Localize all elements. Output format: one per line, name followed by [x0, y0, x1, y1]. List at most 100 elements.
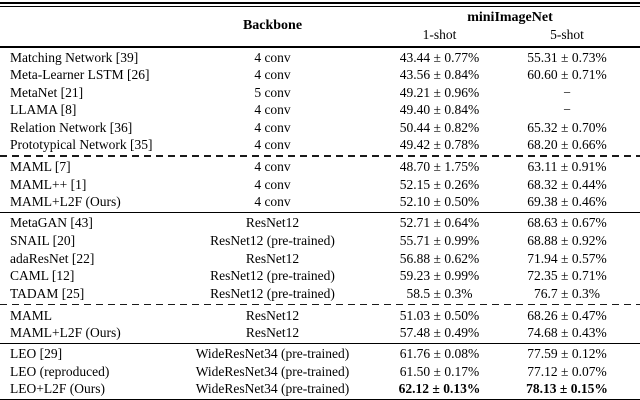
backbone-cell: ResNet12 [245, 325, 300, 341]
column-header-5shot: 5-shot [550, 27, 584, 43]
one-shot-cell: 50.44 ± 0.82% [399, 119, 480, 135]
one-shot-cell: 43.56 ± 0.84% [399, 67, 480, 83]
table-row: adaResNet [22] ResNet12 56.88 ± 0.62% 71… [0, 250, 640, 268]
backbone-cell: 4 conv [254, 67, 291, 83]
dataset-header: miniImageNet [467, 10, 553, 26]
one-shot-cell: 52.15 ± 0.26% [399, 176, 480, 192]
method-cell: Relation Network [36] [10, 119, 133, 135]
backbone-cell: ResNet12 (pre-trained) [210, 285, 335, 301]
one-shot-cell: 51.03 ± 0.50% [399, 307, 480, 323]
table-header: Backbone miniImageNet 1-shot 5-shot [0, 7, 640, 45]
method-cell: MAML [7] [10, 159, 71, 175]
method-cell: MAML+L2F (Ours) [10, 194, 121, 210]
backbone-cell: 4 conv [254, 194, 291, 210]
one-shot-cell: 57.48 ± 0.49% [399, 325, 480, 341]
method-cell: MAML++ [1] [10, 176, 87, 192]
method-cell: LEO+L2F (Ours) [10, 381, 105, 397]
table-row: MAML+L2F (Ours) ResNet12 57.48 ± 0.49% 7… [0, 324, 640, 342]
one-shot-cell: 61.50 ± 0.17% [399, 363, 480, 379]
method-cell: MAML [10, 307, 53, 323]
five-shot-cell: 77.12 ± 0.07% [527, 363, 607, 379]
one-shot-cell: 58.5 ± 0.3% [406, 285, 473, 301]
five-shot-cell: 68.26 ± 0.47% [527, 307, 607, 323]
five-shot-cell: 72.35 ± 0.71% [527, 268, 607, 284]
five-shot-cell: 68.32 ± 0.44% [527, 176, 607, 192]
five-shot-cell: − [563, 84, 571, 100]
table-row: CAML [12] ResNet12 (pre-trained) 59.23 ±… [0, 267, 640, 285]
group-separator-solid [0, 211, 640, 214]
five-shot-cell: 69.38 ± 0.46% [527, 194, 607, 210]
backbone-cell: 5 conv [254, 84, 291, 100]
five-shot-cell: 78.13 ± 0.15% [526, 381, 608, 397]
group-separator-dashed [0, 303, 640, 306]
dataset-header-group: miniImageNet 1-shot 5-shot [355, 7, 640, 45]
table-row: Meta-Learner LSTM [26] 4 conv 43.56 ± 0.… [0, 66, 640, 84]
table-row: MAML [7] 4 conv 48.70 ± 1.75% 63.11 ± 0.… [0, 158, 640, 176]
table-row: LEO (reproduced) WideResNet34 (pre-train… [0, 363, 640, 381]
one-shot-cell: 52.10 ± 0.50% [399, 194, 480, 210]
method-cell: Matching Network [39] [10, 49, 139, 65]
one-shot-cell: 61.76 ± 0.08% [399, 346, 480, 362]
group-separator-solid [0, 342, 640, 345]
backbone-cell: ResNet12 (pre-trained) [210, 233, 335, 249]
table-row: MAML+L2F (Ours) 4 conv 52.10 ± 0.50% 69.… [0, 193, 640, 211]
five-shot-cell: 55.31 ± 0.73% [527, 49, 607, 65]
table-row: MAML++ [1] 4 conv 52.15 ± 0.26% 68.32 ± … [0, 176, 640, 194]
one-shot-cell: 52.71 ± 0.64% [399, 215, 480, 231]
backbone-cell: ResNet12 [245, 250, 300, 266]
header-rule [0, 46, 640, 48]
table-body: Matching Network [39] 4 conv 43.44 ± 0.7… [0, 49, 640, 398]
bottom-rule [0, 398, 640, 400]
method-cell: LEO (reproduced) [10, 363, 110, 379]
method-cell: adaResNet [22] [10, 250, 95, 266]
method-cell: LLAMA [8] [10, 102, 77, 118]
one-shot-cell: 49.40 ± 0.84% [399, 102, 480, 118]
table-row: MetaNet [21] 5 conv 49.21 ± 0.96% − [0, 84, 640, 102]
five-shot-cell: 68.63 ± 0.67% [527, 215, 607, 231]
method-cell: MAML+L2F (Ours) [10, 325, 121, 341]
table-row: Prototypical Network [35] 4 conv 49.42 ±… [0, 136, 640, 154]
method-cell: MetaNet [21] [10, 84, 84, 100]
one-shot-cell: 49.21 ± 0.96% [399, 84, 480, 100]
group-separator-dashed [0, 155, 640, 157]
table-row: Matching Network [39] 4 conv 43.44 ± 0.7… [0, 49, 640, 67]
table-row: LLAMA [8] 4 conv 49.40 ± 0.84% − [0, 101, 640, 119]
table-row: LEO+L2F (Ours) WideResNet34 (pre-trained… [0, 380, 640, 398]
column-header-backbone: Backbone [242, 18, 303, 34]
backbone-cell: ResNet12 [245, 307, 300, 323]
five-shot-cell: 77.59 ± 0.12% [527, 346, 607, 362]
backbone-cell: 4 conv [254, 159, 291, 175]
column-header-1shot: 1-shot [422, 27, 457, 43]
backbone-cell: WideResNet34 (pre-trained) [195, 363, 350, 379]
table-row: MetaGAN [43] ResNet12 52.71 ± 0.64% 68.6… [0, 214, 640, 232]
shot-subheaders: 1-shot 5-shot [355, 27, 640, 43]
backbone-cell: 4 conv [254, 119, 291, 135]
one-shot-cell: 43.44 ± 0.77% [399, 49, 480, 65]
backbone-cell: WideResNet34 (pre-trained) [195, 381, 350, 397]
five-shot-cell: 76.7 ± 0.3% [534, 285, 600, 301]
one-shot-cell: 56.88 ± 0.62% [399, 250, 480, 266]
one-shot-cell: 62.12 ± 0.13% [398, 381, 481, 397]
method-cell: TADAM [25] [10, 285, 85, 301]
backbone-cell: 4 conv [254, 137, 291, 153]
five-shot-cell: − [563, 102, 571, 118]
method-cell: LEO [29] [10, 346, 63, 362]
table-row: TADAM [25] ResNet12 (pre-trained) 58.5 ±… [0, 285, 640, 303]
one-shot-cell: 49.42 ± 0.78% [399, 137, 480, 153]
one-shot-cell: 48.70 ± 1.75% [399, 159, 480, 175]
backbone-cell: 4 conv [254, 102, 291, 118]
backbone-cell: ResNet12 [245, 215, 300, 231]
one-shot-cell: 55.71 ± 0.99% [399, 233, 480, 249]
five-shot-cell: 65.32 ± 0.70% [527, 119, 607, 135]
table-row: Relation Network [36] 4 conv 50.44 ± 0.8… [0, 119, 640, 137]
one-shot-cell: 59.23 ± 0.99% [399, 268, 480, 284]
table-row: LEO [29] WideResNet34 (pre-trained) 61.7… [0, 345, 640, 363]
five-shot-cell: 63.11 ± 0.91% [527, 159, 607, 175]
backbone-cell: ResNet12 (pre-trained) [210, 268, 335, 284]
method-cell: Meta-Learner LSTM [26] [10, 67, 150, 83]
five-shot-cell: 60.60 ± 0.71% [527, 67, 607, 83]
table-row: MAML ResNet12 51.03 ± 0.50% 68.26 ± 0.47… [0, 307, 640, 325]
method-cell: SNAIL [20] [10, 233, 76, 249]
table-row: SNAIL [20] ResNet12 (pre-trained) 55.71 … [0, 232, 640, 250]
top-double-rule [0, 2, 640, 8]
